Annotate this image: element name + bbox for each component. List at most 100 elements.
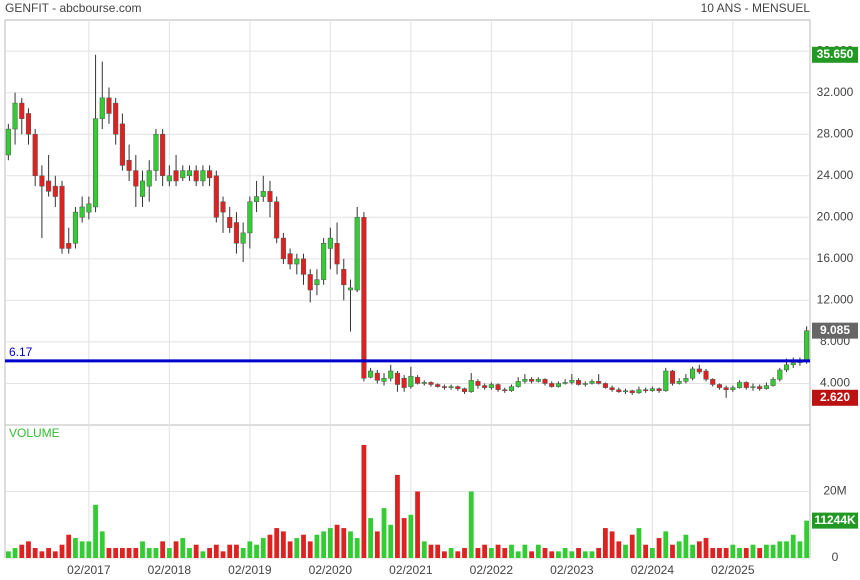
candle-body (160, 133, 166, 177)
y-tick-label: 0 (832, 550, 839, 564)
candle-body (448, 386, 454, 388)
volume-bar (93, 504, 98, 558)
candle-body (468, 380, 474, 393)
chart-title: GENFIT - abcbourse.com (5, 1, 142, 15)
candle-body (46, 180, 52, 192)
volume-bar (79, 541, 85, 558)
volume-bar (19, 544, 25, 558)
volume-bar (482, 544, 488, 558)
candle-body (421, 382, 427, 384)
volume-bar (676, 541, 682, 558)
volume-bar (750, 544, 756, 558)
candle-body (710, 379, 716, 385)
candle-body (589, 381, 595, 384)
volume-bar (348, 531, 353, 558)
volume-bar (468, 491, 474, 558)
candle-body (180, 170, 186, 179)
candle-body (656, 388, 662, 391)
candle-body (267, 191, 273, 202)
volume-bar (777, 541, 783, 558)
price-marker-label: 2.620 (820, 390, 850, 404)
volume-bar (804, 520, 810, 558)
candle-body (502, 389, 508, 391)
x-tick-label: 02/2018 (148, 563, 192, 577)
y-tick-label: 12.000 (817, 293, 854, 307)
candle-body (314, 279, 320, 286)
volume-bar (260, 538, 266, 558)
candle-body (690, 368, 696, 379)
candle-body (703, 370, 709, 380)
y-tick-label: 16.000 (817, 251, 854, 265)
volume-bar (408, 514, 414, 558)
candle-body (254, 196, 260, 202)
chart-subtitle: 10 ANS - MENSUEL (701, 1, 811, 15)
candle-body (354, 217, 360, 291)
candle-body (300, 258, 307, 275)
candle-body (616, 389, 622, 393)
volume-bar (649, 548, 655, 558)
volume-bar (509, 544, 514, 558)
candle-body (72, 211, 78, 244)
volume-bar (710, 548, 716, 558)
candle-body (804, 330, 810, 362)
volume-bar (334, 524, 340, 558)
candle-body (622, 390, 629, 393)
volume-bar (737, 548, 742, 558)
volume-bar (462, 548, 467, 558)
volume-bar (636, 528, 642, 558)
candle-body (723, 387, 729, 390)
candle-body (535, 379, 541, 382)
volume-bar (388, 524, 394, 558)
volume-bar (663, 531, 669, 558)
candle-body (777, 369, 783, 380)
volume-bar (126, 548, 132, 558)
volume-bar (757, 548, 763, 558)
candle-body (609, 387, 615, 390)
candle-body (287, 253, 293, 265)
candle-body (119, 123, 125, 166)
candle-body (368, 370, 374, 378)
volume-bar (52, 551, 58, 558)
candle-body (133, 170, 139, 187)
candle-body (153, 133, 159, 171)
candle-body (280, 237, 286, 260)
candle-body (482, 385, 488, 388)
candle-body (19, 102, 25, 119)
volume-bar (374, 531, 380, 558)
candle-body (643, 389, 649, 391)
candle-body (428, 382, 434, 385)
candle-body (52, 185, 58, 197)
candle-body (294, 258, 300, 265)
candle-body (307, 274, 313, 291)
candle-body (86, 203, 92, 213)
candle-body (408, 375, 414, 387)
candle-body (99, 97, 105, 119)
candle-body (32, 133, 38, 177)
candle-body (576, 380, 582, 385)
candle-body (495, 384, 501, 390)
volume-bar (39, 551, 45, 558)
volume-bar (723, 548, 729, 558)
candle-body (415, 376, 421, 384)
volume-bar (562, 548, 568, 558)
candle-body (663, 370, 669, 391)
volume-bar (643, 544, 649, 558)
candle-body (207, 170, 213, 179)
volume-bar (354, 538, 360, 558)
volume-bar (415, 491, 420, 558)
volume-bar (187, 548, 192, 558)
candle-body (93, 118, 99, 208)
volume-bar (515, 551, 521, 558)
volume-bar (596, 548, 602, 558)
volume-bar (381, 508, 387, 558)
volume-bar (193, 544, 199, 558)
volume-title: VOLUME (9, 426, 60, 440)
x-tick-label: 02/2017 (67, 563, 111, 577)
candle-body (334, 243, 340, 265)
volume-bar (213, 544, 219, 558)
candle-body (79, 206, 85, 218)
volume-bar (180, 538, 186, 558)
volume-bar (656, 538, 662, 558)
candle-body (716, 384, 722, 388)
volume-bar (542, 548, 548, 558)
